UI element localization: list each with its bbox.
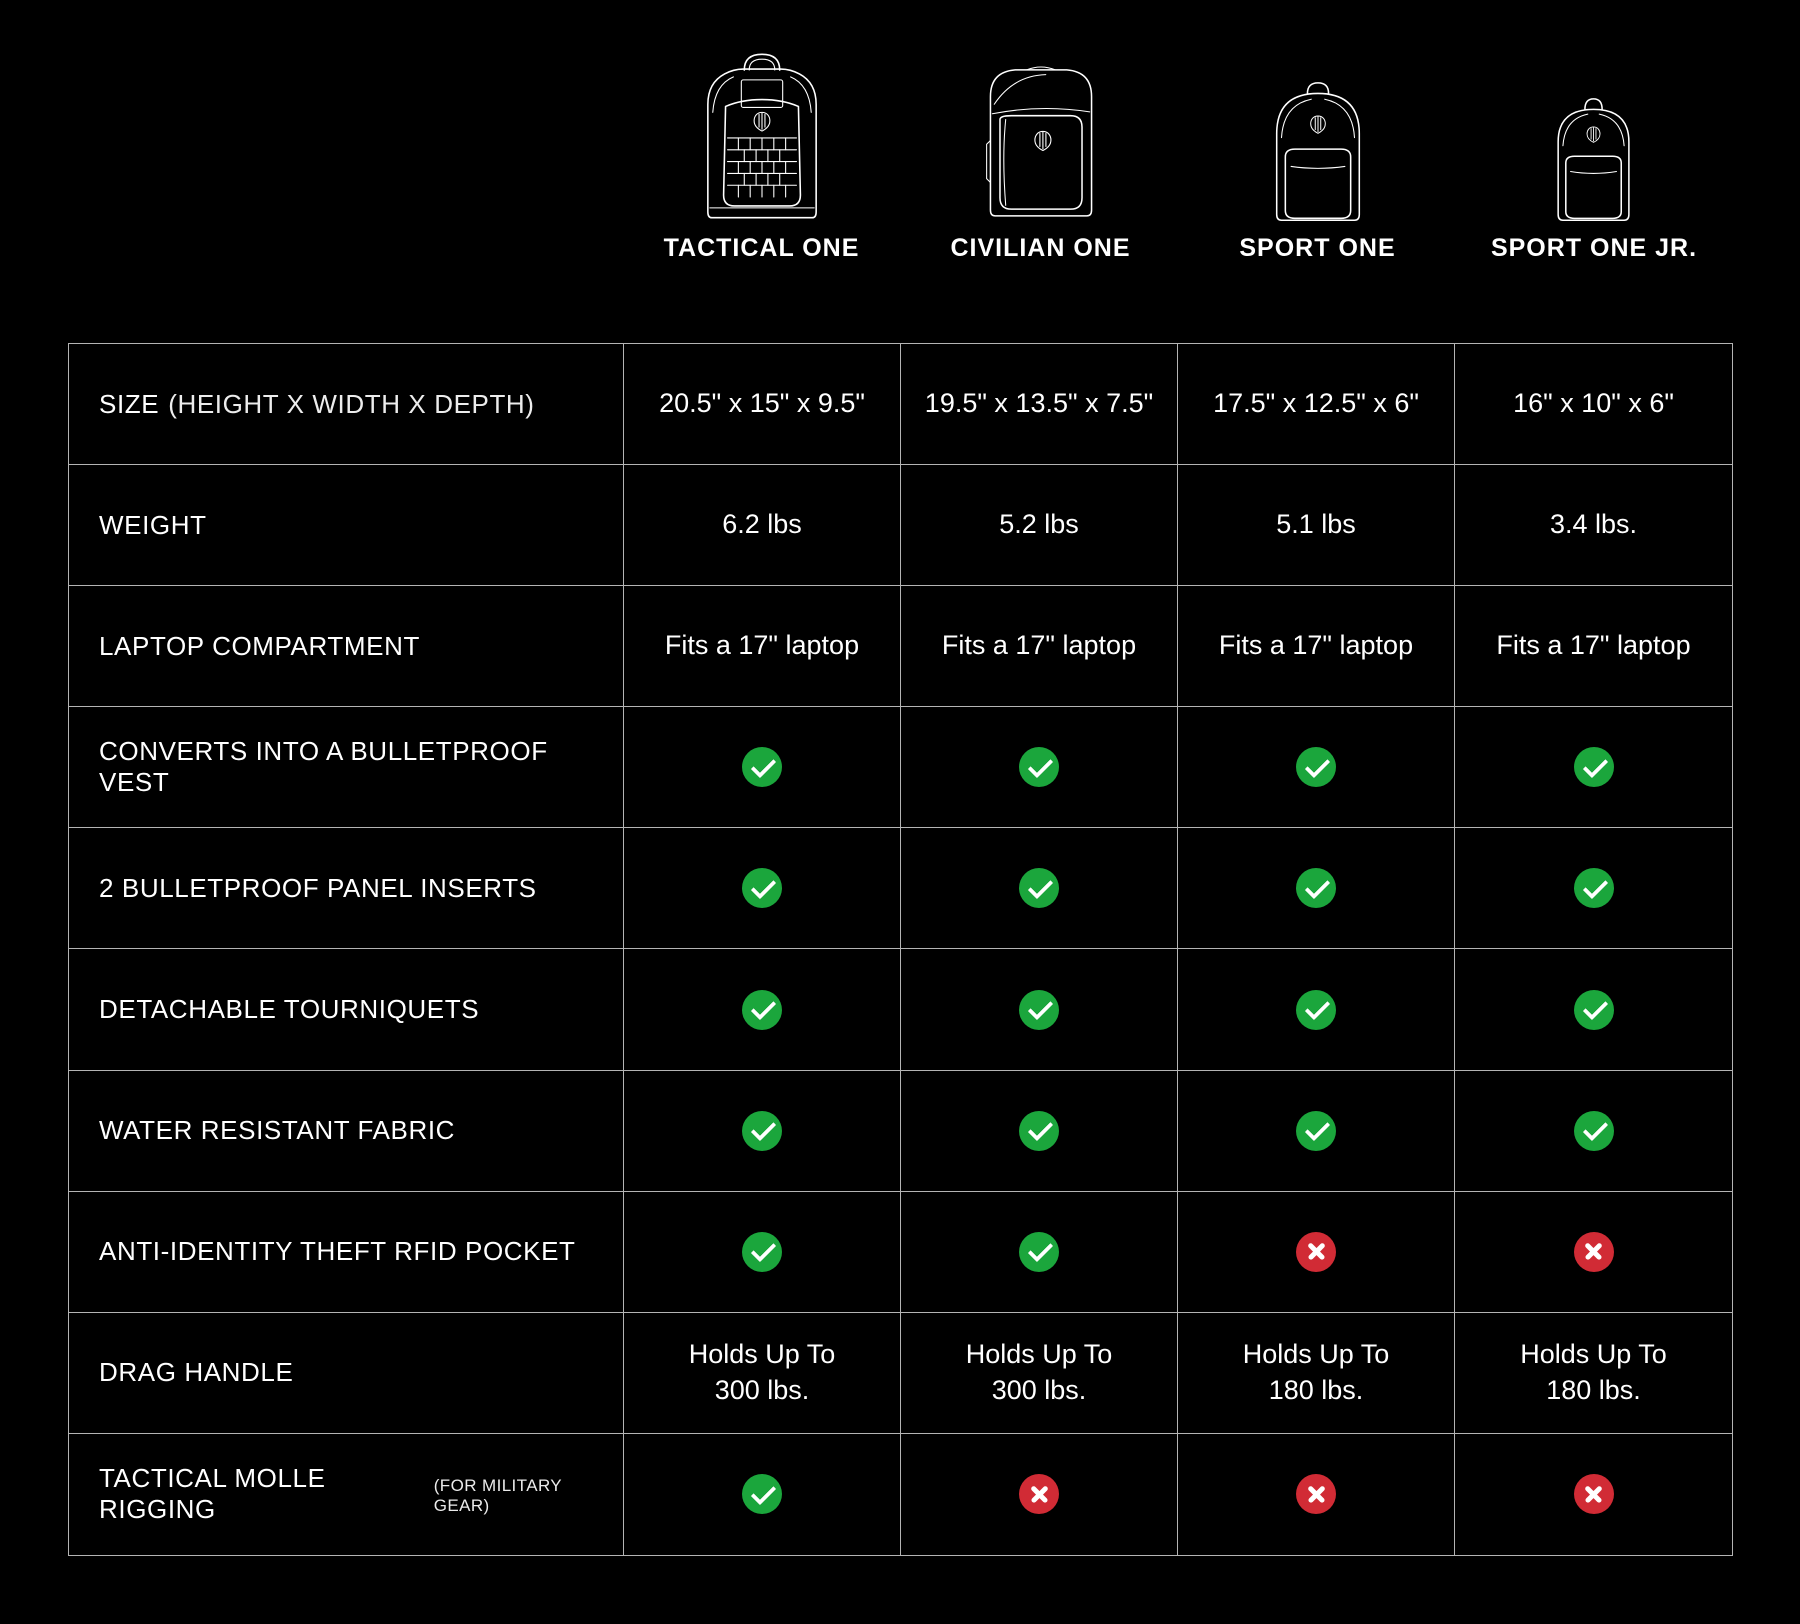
- cell-tourniquets-sport-one-jr: [1455, 949, 1732, 1071]
- check-circle-icon: [1019, 1231, 1059, 1272]
- row-label-detachable-tourniquets: DETACHABLE TOURNIQUETS: [69, 949, 624, 1071]
- row-label-converts-bulletproof-vest: CONVERTS INTO A BULLETPROOF VEST: [69, 707, 624, 829]
- cross-circle-icon: [1019, 1474, 1059, 1515]
- cell-tourniquets-civilian-one: [901, 949, 1178, 1071]
- cell-rfid-civilian-one: [901, 1191, 1178, 1313]
- comparison-table: SIZE (HEIGHT X WIDTH X DEPTH) 20.5" x 15…: [68, 343, 1733, 1556]
- check-circle-icon: [1296, 747, 1336, 788]
- cell-water-civilian-one: [901, 1070, 1178, 1192]
- cell-water-tactical-one: [624, 1070, 901, 1192]
- cell-water-sport-one: [1178, 1070, 1455, 1192]
- product-name-sport-one-jr: SPORT ONE JR.: [1490, 234, 1698, 262]
- tactical-one-backpack-icon: [623, 28, 900, 226]
- cell-vest-tactical-one: [624, 707, 901, 829]
- cell-laptop-civilian-one: Fits a 17" laptop: [901, 586, 1178, 708]
- sport-one-backpack-icon: [1179, 28, 1456, 226]
- check-circle-icon: [1573, 868, 1614, 909]
- row-label-rfid-pocket: ANTI-IDENTITY THEFT RFID POCKET: [69, 1191, 624, 1313]
- check-circle-icon: [1019, 868, 1059, 909]
- cross-circle-icon: [1573, 1474, 1614, 1515]
- cell-panels-civilian-one: [901, 828, 1178, 950]
- check-circle-icon: [1019, 989, 1059, 1030]
- cell-molle-tactical-one: [624, 1433, 901, 1555]
- product-name-civilian-one: CIVILIAN ONE: [950, 234, 1131, 262]
- check-circle-icon: [1573, 747, 1614, 788]
- cell-vest-civilian-one: [901, 707, 1178, 829]
- product-header-civilian-one: CIVILIAN ONE: [902, 28, 1179, 268]
- cell-drag-sport-one-jr: Holds Up To 180 lbs.: [1455, 1313, 1732, 1434]
- row-label-size: SIZE (HEIGHT X WIDTH X DEPTH): [69, 344, 624, 466]
- cross-circle-icon: [1296, 1231, 1336, 1272]
- cell-laptop-sport-one: Fits a 17" laptop: [1178, 586, 1455, 708]
- row-label-weight: WEIGHT: [69, 465, 624, 587]
- sport-one-jr-backpack-icon: [1455, 28, 1733, 226]
- check-circle-icon: [742, 1110, 782, 1151]
- cross-circle-icon: [1573, 1231, 1614, 1272]
- product-header-sport-one-jr: SPORT ONE JR.: [1455, 28, 1733, 268]
- cell-molle-civilian-one: [901, 1433, 1178, 1555]
- cell-size-sport-one: 17.5" x 12.5" x 6": [1178, 344, 1455, 466]
- row-label-laptop-compartment: LAPTOP COMPARTMENT: [69, 586, 624, 708]
- check-circle-icon: [1573, 1110, 1614, 1151]
- cell-rfid-sport-one: [1178, 1191, 1455, 1313]
- product-name-tactical-one: TACTICAL ONE: [663, 234, 860, 262]
- cell-water-sport-one-jr: [1455, 1071, 1732, 1192]
- check-circle-icon: [1019, 747, 1059, 788]
- cell-tourniquets-sport-one: [1178, 949, 1455, 1071]
- cell-molle-sport-one-jr: [1455, 1434, 1732, 1555]
- cell-drag-sport-one: Holds Up To 180 lbs.: [1178, 1312, 1455, 1434]
- cell-molle-sport-one: [1178, 1433, 1455, 1555]
- cell-weight-tactical-one: 6.2 lbs: [624, 465, 901, 587]
- check-circle-icon: [742, 1231, 782, 1272]
- cell-size-sport-one-jr: 16" x 10" x 6": [1455, 344, 1732, 466]
- civilian-one-backpack-icon: [902, 28, 1179, 226]
- check-circle-icon: [742, 989, 782, 1030]
- row-label-molle-rigging: TACTICAL MOLLE RIGGING (FOR MILITARY GEA…: [69, 1433, 624, 1555]
- cell-panels-sport-one-jr: [1455, 828, 1732, 950]
- product-header-sport-one: SPORT ONE: [1179, 28, 1456, 268]
- check-circle-icon: [1573, 989, 1614, 1030]
- cell-size-tactical-one: 20.5" x 15" x 9.5": [624, 344, 901, 466]
- cell-vest-sport-one-jr: [1455, 707, 1732, 829]
- check-circle-icon: [1296, 868, 1336, 909]
- cell-weight-sport-one: 5.1 lbs: [1178, 465, 1455, 587]
- cell-panels-sport-one: [1178, 828, 1455, 950]
- cell-vest-sport-one: [1178, 707, 1455, 829]
- cell-rfid-sport-one-jr: [1455, 1192, 1732, 1313]
- cell-tourniquets-tactical-one: [624, 949, 901, 1071]
- cell-panels-tactical-one: [624, 828, 901, 950]
- check-circle-icon: [1019, 1110, 1059, 1151]
- cell-drag-civilian-one: Holds Up To 300 lbs.: [901, 1312, 1178, 1434]
- cell-rfid-tactical-one: [624, 1191, 901, 1313]
- cross-circle-icon: [1296, 1474, 1336, 1515]
- check-circle-icon: [1296, 1110, 1336, 1151]
- cell-weight-sport-one-jr: 3.4 lbs.: [1455, 465, 1732, 587]
- row-label-bulletproof-panel-inserts: 2 BULLETPROOF PANEL INSERTS: [69, 828, 624, 950]
- row-label-drag-handle: DRAG HANDLE: [69, 1312, 624, 1434]
- cell-size-civilian-one: 19.5" x 13.5" x 7.5": [901, 344, 1178, 466]
- cell-drag-tactical-one: Holds Up To 300 lbs.: [624, 1312, 901, 1434]
- row-label-water-resistant-fabric: WATER RESISTANT FABRIC: [69, 1070, 624, 1192]
- cell-laptop-tactical-one: Fits a 17" laptop: [624, 586, 901, 708]
- check-circle-icon: [742, 747, 782, 788]
- check-circle-icon: [742, 1474, 782, 1515]
- check-circle-icon: [742, 868, 782, 909]
- cell-laptop-sport-one-jr: Fits a 17" laptop: [1455, 586, 1732, 708]
- cell-weight-civilian-one: 5.2 lbs: [901, 465, 1178, 587]
- product-header-tactical-one: TACTICAL ONE: [623, 28, 900, 268]
- product-name-sport-one: SPORT ONE: [1239, 234, 1396, 262]
- check-circle-icon: [1296, 989, 1336, 1030]
